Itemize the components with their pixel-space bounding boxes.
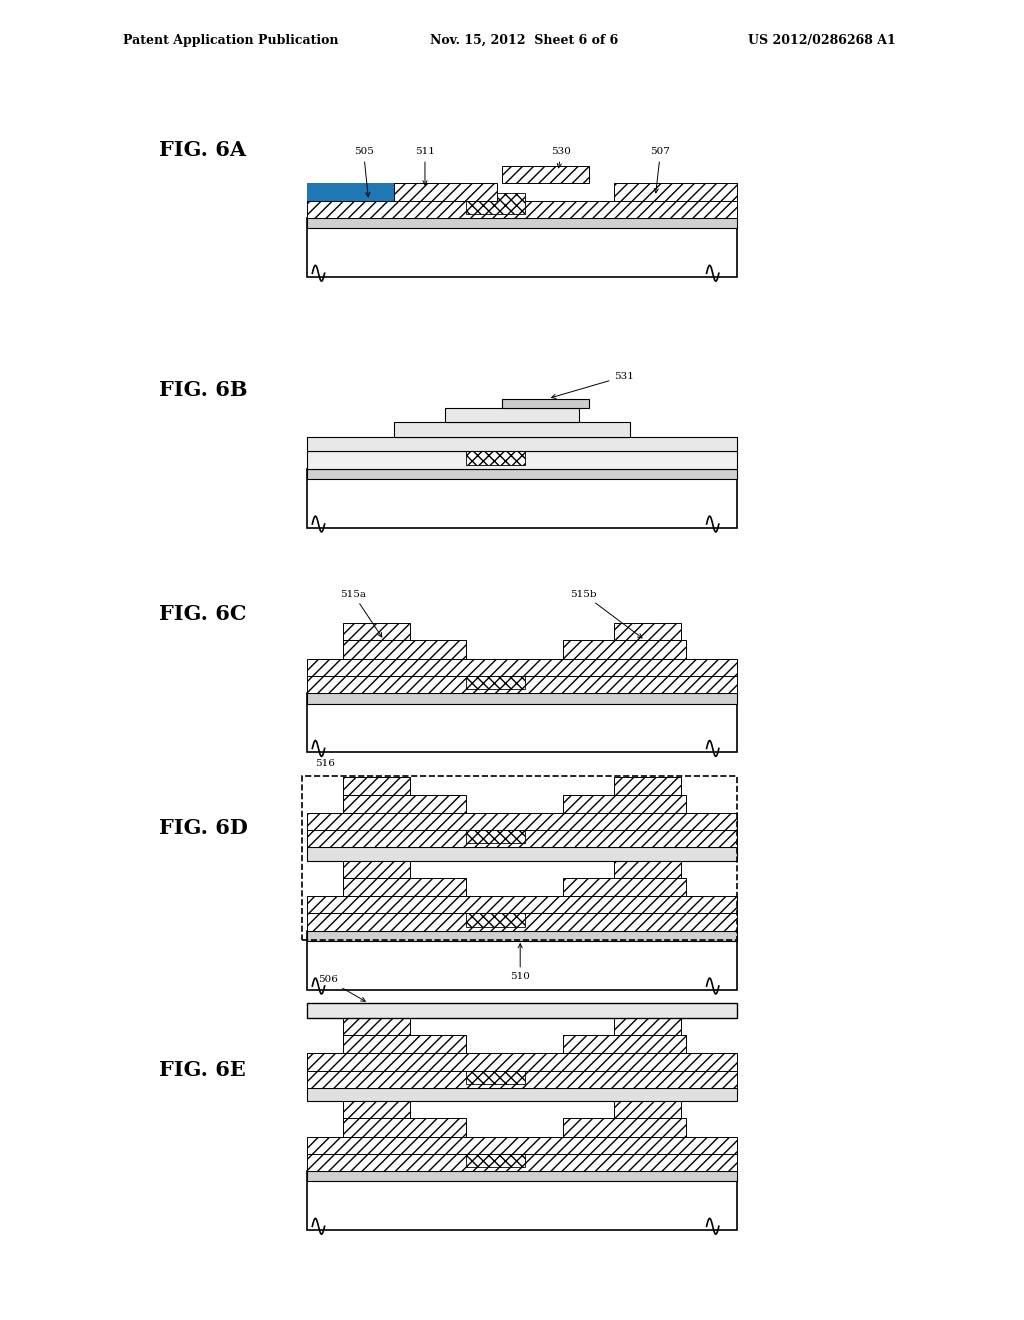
Polygon shape	[466, 1146, 525, 1167]
Text: 531: 531	[552, 372, 634, 399]
Polygon shape	[307, 931, 737, 990]
Polygon shape	[466, 193, 525, 214]
Polygon shape	[307, 847, 737, 861]
Polygon shape	[394, 422, 630, 437]
Polygon shape	[502, 166, 589, 183]
Polygon shape	[307, 913, 737, 931]
Polygon shape	[307, 1053, 737, 1071]
Polygon shape	[343, 795, 466, 813]
Polygon shape	[563, 878, 686, 896]
Polygon shape	[343, 777, 410, 795]
Text: 507: 507	[650, 148, 671, 193]
Polygon shape	[307, 1088, 737, 1101]
Text: 506: 506	[317, 975, 366, 1002]
Polygon shape	[343, 861, 410, 878]
Text: Nov. 15, 2012  Sheet 6 of 6: Nov. 15, 2012 Sheet 6 of 6	[430, 33, 618, 46]
Polygon shape	[563, 1118, 686, 1137]
Polygon shape	[466, 906, 525, 927]
Polygon shape	[307, 469, 737, 479]
Polygon shape	[563, 795, 686, 813]
Polygon shape	[614, 1018, 681, 1035]
Text: 515a: 515a	[340, 590, 382, 638]
Polygon shape	[307, 1137, 737, 1154]
Text: US 2012/0286268 A1: US 2012/0286268 A1	[748, 33, 895, 46]
Polygon shape	[307, 896, 737, 913]
Polygon shape	[394, 183, 497, 201]
Polygon shape	[343, 878, 466, 896]
Text: 510: 510	[510, 944, 530, 982]
Polygon shape	[307, 931, 737, 941]
Polygon shape	[307, 813, 737, 830]
Polygon shape	[307, 218, 737, 228]
Polygon shape	[307, 830, 737, 847]
Text: FIG. 6E: FIG. 6E	[159, 1060, 246, 1080]
Polygon shape	[466, 822, 525, 843]
Text: 530: 530	[551, 148, 571, 168]
Text: 515b: 515b	[570, 590, 642, 638]
Polygon shape	[563, 640, 686, 659]
Polygon shape	[307, 451, 737, 469]
Text: FIG. 6A: FIG. 6A	[159, 140, 246, 160]
Polygon shape	[466, 1063, 525, 1084]
Polygon shape	[307, 469, 737, 528]
Text: FIG. 6C: FIG. 6C	[159, 605, 246, 624]
Text: 511: 511	[415, 148, 435, 185]
Polygon shape	[307, 1171, 737, 1230]
Polygon shape	[307, 1154, 737, 1171]
Polygon shape	[307, 1071, 737, 1088]
Polygon shape	[614, 1101, 681, 1118]
Polygon shape	[614, 777, 681, 795]
Polygon shape	[343, 640, 466, 659]
Polygon shape	[614, 861, 681, 878]
Polygon shape	[307, 201, 737, 218]
Polygon shape	[307, 183, 430, 201]
Text: FIG. 6D: FIG. 6D	[159, 818, 248, 838]
Polygon shape	[307, 183, 430, 201]
Polygon shape	[307, 659, 737, 676]
Polygon shape	[307, 693, 737, 752]
Text: FIG. 6B: FIG. 6B	[159, 380, 247, 400]
Polygon shape	[614, 623, 681, 640]
Polygon shape	[307, 218, 737, 277]
Text: 516: 516	[315, 759, 335, 768]
Polygon shape	[343, 1035, 466, 1053]
Polygon shape	[307, 437, 737, 451]
Polygon shape	[307, 693, 737, 704]
Polygon shape	[307, 1171, 737, 1181]
Polygon shape	[445, 408, 579, 422]
Polygon shape	[343, 1018, 410, 1035]
Polygon shape	[466, 444, 525, 465]
Polygon shape	[466, 668, 525, 689]
Text: Patent Application Publication: Patent Application Publication	[123, 33, 338, 46]
Polygon shape	[307, 1003, 737, 1018]
Polygon shape	[502, 399, 589, 408]
Polygon shape	[343, 1118, 466, 1137]
Text: 505: 505	[353, 148, 374, 197]
Polygon shape	[307, 676, 737, 693]
Polygon shape	[343, 623, 410, 640]
Polygon shape	[563, 1035, 686, 1053]
Polygon shape	[343, 1101, 410, 1118]
Polygon shape	[614, 183, 737, 201]
